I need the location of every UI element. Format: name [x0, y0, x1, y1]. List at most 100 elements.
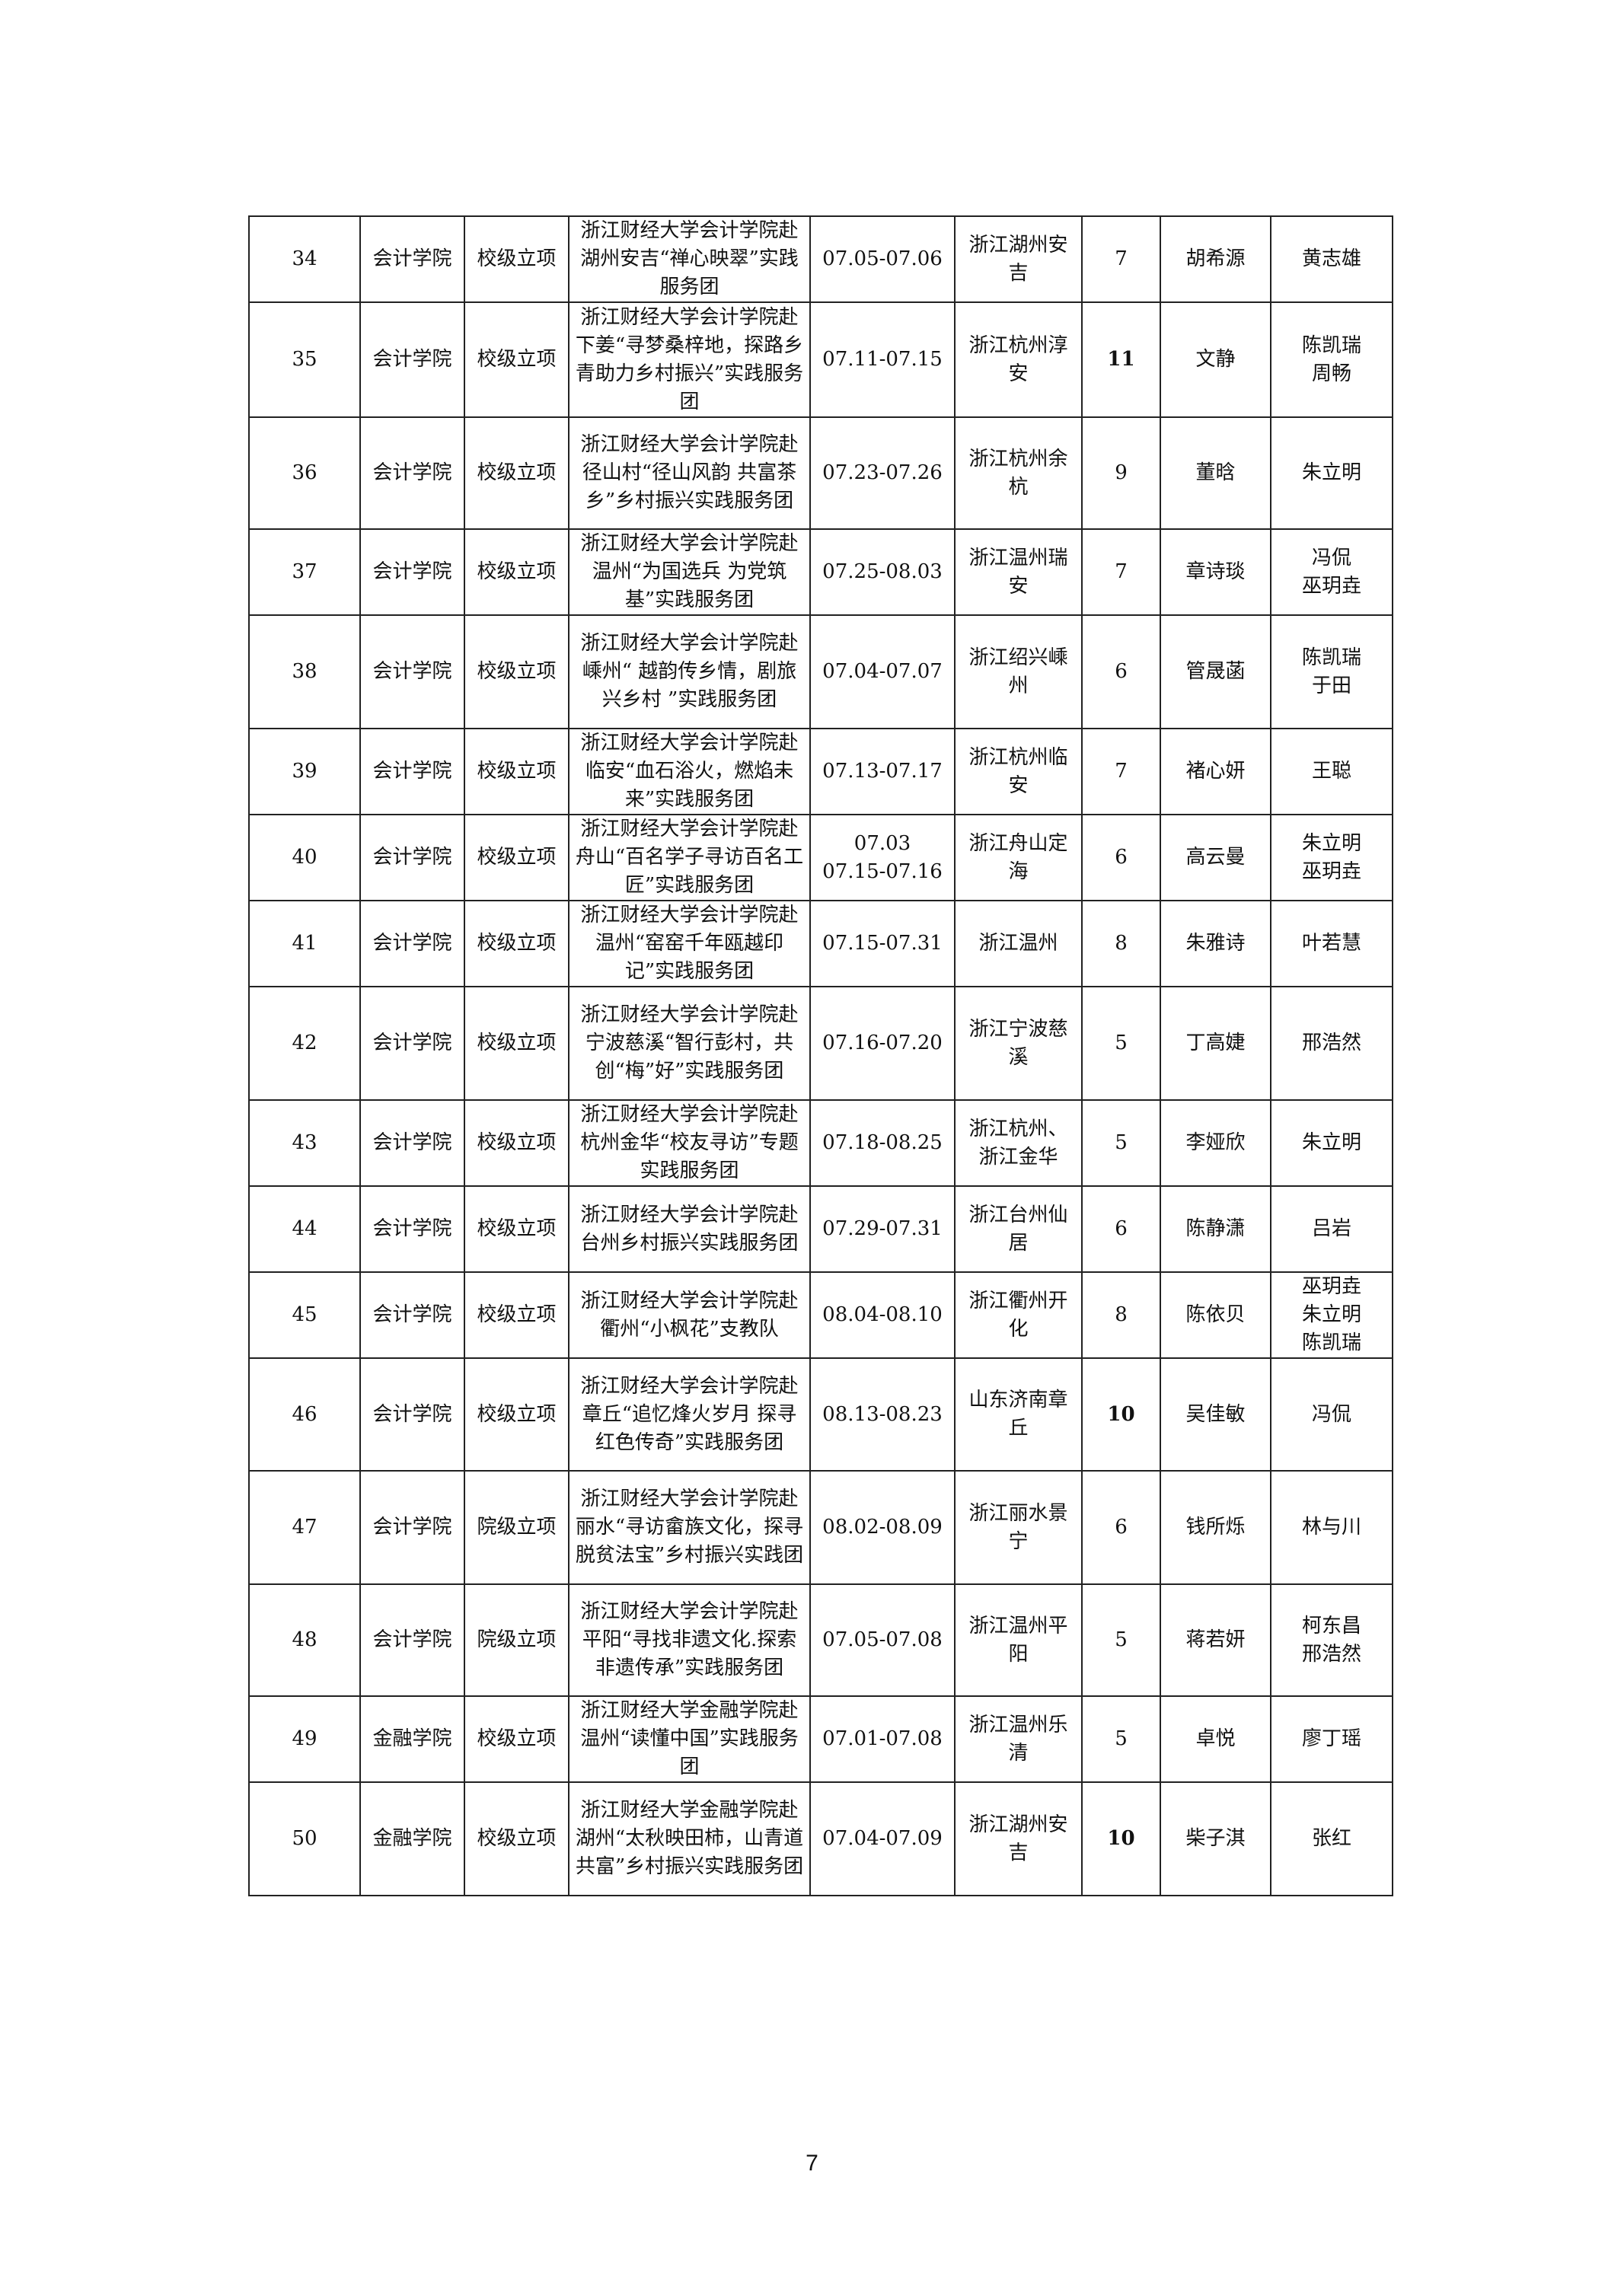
cell-leader: 胡希源	[1160, 215, 1271, 303]
cell-advisor: 冯侃 巫玥垚	[1270, 528, 1393, 616]
cell-college: 会计学院	[359, 1357, 465, 1472]
cell-count: 11	[1081, 301, 1161, 418]
cell-level: 校级立项	[464, 1781, 570, 1896]
cell-place: 山东济南章丘	[954, 1357, 1083, 1472]
table-row: 41 会计学院 校级立项 浙江财经大学会计学院赴温州“窑窑千年瓯越印记”实践服务团 07…	[248, 900, 1393, 987]
cell-count: 10	[1081, 1781, 1161, 1896]
cell-date: 07.15-07.31	[809, 900, 956, 987]
cell-level: 校级立项	[464, 416, 570, 530]
cell-advisor: 朱立明 巫玥垚	[1270, 814, 1393, 901]
table-row: 49 金融学院 校级立项 浙江财经大学金融学院赴温州“读懂中国”实践服务团 07.01-…	[248, 1695, 1393, 1783]
cell-no: 47	[248, 1470, 361, 1585]
cell-leader: 高云曼	[1160, 814, 1271, 901]
cell-level: 校级立项	[464, 301, 570, 418]
cell-no: 41	[248, 900, 361, 987]
cell-level: 校级立项	[464, 900, 570, 987]
cell-place: 浙江湖州安吉	[954, 1781, 1083, 1896]
cell-advisor: 陈凯瑞 于田	[1270, 614, 1393, 729]
cell-no: 37	[248, 528, 361, 616]
cell-leader: 陈静潇	[1160, 1185, 1271, 1273]
cell-advisor: 朱立明	[1270, 1099, 1393, 1187]
cell-place: 浙江杭州余杭	[954, 416, 1083, 530]
cell-date: 07.04-07.09	[809, 1781, 956, 1896]
table-row: 39 会计学院 校级立项 浙江财经大学会计学院赴临安“血石浴火，燃焰未来”实践服务团 0…	[248, 728, 1393, 815]
cell-leader: 陈依贝	[1160, 1271, 1271, 1359]
cell-level: 院级立项	[464, 1583, 570, 1697]
cell-college: 会计学院	[359, 1185, 465, 1273]
cell-place: 浙江绍兴嵊州	[954, 614, 1083, 729]
cell-level: 校级立项	[464, 728, 570, 815]
cell-count: 8	[1081, 1271, 1161, 1359]
cell-college: 会计学院	[359, 215, 465, 303]
cell-count: 10	[1081, 1357, 1161, 1472]
cell-level: 校级立项	[464, 1271, 570, 1359]
cell-college: 会计学院	[359, 1470, 465, 1585]
cell-title: 浙江财经大学会计学院赴章丘“追忆烽火岁月 探寻红色传奇”实践服务团	[568, 1357, 811, 1472]
table-row: 40 会计学院 校级立项 浙江财经大学会计学院赴舟山“百名学子寻访百名工匠”实践服务团…	[248, 814, 1393, 901]
cell-level: 校级立项	[464, 528, 570, 616]
cell-count: 7	[1081, 728, 1161, 815]
cell-title: 浙江财经大学会计学院赴台州乡村振兴实践服务团	[568, 1185, 811, 1273]
cell-date: 07.18-08.25	[809, 1099, 956, 1187]
cell-count: 5	[1081, 1099, 1161, 1187]
table-row: 35 会计学院 校级立项 浙江财经大学会计学院赴下姜“寻梦桑梓地，探路乡青助力乡村振兴…	[248, 301, 1393, 418]
cell-place: 浙江舟山定海	[954, 814, 1083, 901]
cell-no: 44	[248, 1185, 361, 1273]
cell-leader: 丁高婕	[1160, 986, 1271, 1101]
cell-leader: 朱雅诗	[1160, 900, 1271, 987]
cell-no: 45	[248, 1271, 361, 1359]
cell-date: 07.29-07.31	[809, 1185, 956, 1273]
table-row: 34 会计学院 校级立项 浙江财经大学会计学院赴湖州安吉“禅心映翠”实践服务团 07.0…	[248, 215, 1393, 303]
cell-college: 会计学院	[359, 416, 465, 530]
cell-place: 浙江温州平阳	[954, 1583, 1083, 1697]
cell-date: 07.16-07.20	[809, 986, 956, 1101]
cell-title: 浙江财经大学会计学院赴嵊州“ 越韵传乡情，剧旅兴乡村 ”实践服务团	[568, 614, 811, 729]
table-row: 48 会计学院 院级立项 浙江财经大学会计学院赴平阳“寻找非遗文化.探索非遗传承”实践…	[248, 1583, 1393, 1697]
cell-title: 浙江财经大学会计学院赴下姜“寻梦桑梓地，探路乡青助力乡村振兴”实践服务团	[568, 301, 811, 418]
cell-college: 会计学院	[359, 986, 465, 1101]
cell-college: 金融学院	[359, 1781, 465, 1896]
cell-college: 会计学院	[359, 528, 465, 616]
cell-advisor: 廖丁瑶	[1270, 1695, 1393, 1783]
cell-place: 浙江宁波慈溪	[954, 986, 1083, 1101]
cell-count: 5	[1081, 1695, 1161, 1783]
cell-leader: 管晟菡	[1160, 614, 1271, 729]
cell-college: 会计学院	[359, 614, 465, 729]
cell-advisor: 冯侃	[1270, 1357, 1393, 1472]
cell-college: 会计学院	[359, 814, 465, 901]
cell-level: 校级立项	[464, 814, 570, 901]
cell-count: 5	[1081, 1583, 1161, 1697]
cell-place: 浙江湖州安吉	[954, 215, 1083, 303]
cell-count: 6	[1081, 1470, 1161, 1585]
cell-advisor: 柯东昌 邢浩然	[1270, 1583, 1393, 1697]
cell-title: 浙江财经大学金融学院赴温州“读懂中国”实践服务团	[568, 1695, 811, 1783]
table-row: 45 会计学院 校级立项 浙江财经大学会计学院赴衢州“小枫花”支教队 08.04-08.…	[248, 1271, 1393, 1359]
cell-no: 49	[248, 1695, 361, 1783]
cell-count: 6	[1081, 614, 1161, 729]
cell-advisor: 邢浩然	[1270, 986, 1393, 1101]
cell-no: 43	[248, 1099, 361, 1187]
table-row: 47 会计学院 院级立项 浙江财经大学会计学院赴丽水“寻访畲族文化，探寻脱贫法宝”乡村…	[248, 1470, 1393, 1585]
cell-level: 校级立项	[464, 1099, 570, 1187]
cell-advisor: 黄志雄	[1270, 215, 1393, 303]
cell-place: 浙江丽水景宁	[954, 1470, 1083, 1585]
cell-level: 校级立项	[464, 986, 570, 1101]
cell-no: 42	[248, 986, 361, 1101]
cell-advisor: 吕岩	[1270, 1185, 1393, 1273]
cell-title: 浙江财经大学会计学院赴温州“窑窑千年瓯越印记”实践服务团	[568, 900, 811, 987]
cell-date: 08.04-08.10	[809, 1271, 956, 1359]
cell-advisor: 陈凯瑞 周畅	[1270, 301, 1393, 418]
cell-place: 浙江杭州临安	[954, 728, 1083, 815]
cell-count: 8	[1081, 900, 1161, 987]
cell-college: 会计学院	[359, 900, 465, 987]
cell-date: 07.11-07.15	[809, 301, 956, 418]
cell-no: 46	[248, 1357, 361, 1472]
cell-no: 35	[248, 301, 361, 418]
cell-college: 会计学院	[359, 1583, 465, 1697]
cell-date: 07.13-07.17	[809, 728, 956, 815]
table-row: 43 会计学院 校级立项 浙江财经大学会计学院赴杭州金华“校友寻访”专题实践服务团 07…	[248, 1099, 1393, 1187]
cell-leader: 褚心妍	[1160, 728, 1271, 815]
cell-date: 07.01-07.08	[809, 1695, 956, 1783]
cell-level: 院级立项	[464, 1470, 570, 1585]
cell-level: 校级立项	[464, 1357, 570, 1472]
